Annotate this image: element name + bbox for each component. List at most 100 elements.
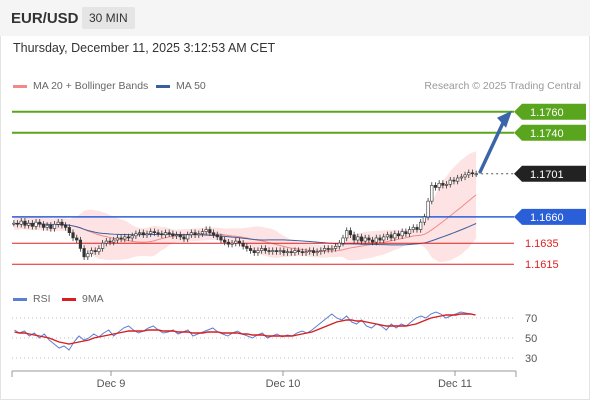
candle-body bbox=[322, 248, 327, 251]
candle-body bbox=[15, 222, 20, 225]
candle-body bbox=[34, 221, 38, 227]
ma20-line bbox=[13, 194, 477, 252]
candle-body bbox=[252, 250, 256, 253]
bollinger-band bbox=[13, 151, 477, 263]
level-tag-1.1660 bbox=[514, 208, 586, 225]
candle-body bbox=[370, 239, 375, 243]
candle-body bbox=[271, 250, 275, 252]
candle-body bbox=[174, 234, 179, 237]
candle-body bbox=[145, 233, 149, 236]
candle-body bbox=[393, 233, 397, 239]
legend-rsi-swatch bbox=[13, 297, 27, 301]
candle-body bbox=[341, 237, 345, 244]
candle-body bbox=[304, 251, 308, 253]
x-tick-label-1: Dec 10 bbox=[266, 378, 301, 390]
x-tick-label-0: Dec 9 bbox=[97, 378, 126, 390]
candle-body bbox=[396, 233, 401, 237]
candle-body bbox=[101, 242, 105, 249]
rsi-tick-50: 50 bbox=[525, 333, 537, 345]
candle-body bbox=[319, 250, 323, 252]
legend-ma50-label: MA 50 bbox=[176, 80, 206, 92]
rsi-tick-70: 70 bbox=[525, 313, 537, 325]
candle-body bbox=[23, 220, 27, 226]
candle-body bbox=[75, 237, 79, 241]
candle-body bbox=[193, 232, 197, 236]
timeframe-button[interactable]: 30 MIN bbox=[82, 7, 135, 29]
candle-body bbox=[352, 234, 356, 241]
candle-body bbox=[385, 234, 389, 238]
candle-body bbox=[278, 250, 282, 252]
candle-body bbox=[467, 172, 471, 176]
candle-body bbox=[97, 248, 101, 252]
candle-body bbox=[156, 232, 160, 235]
candle-body bbox=[245, 246, 249, 249]
candle-body bbox=[382, 236, 386, 241]
candle-body bbox=[356, 236, 360, 241]
candle-body bbox=[215, 234, 219, 238]
legend-rsi: RSI bbox=[13, 293, 51, 305]
candle-body bbox=[67, 227, 71, 233]
candle-body bbox=[104, 240, 108, 244]
candle-body bbox=[12, 222, 16, 225]
candle-body bbox=[89, 250, 94, 255]
candle-body bbox=[186, 234, 190, 240]
level-label-1.1660: 1.1660 bbox=[530, 212, 564, 224]
candle-body bbox=[112, 239, 116, 243]
candle-body bbox=[411, 227, 415, 230]
candle-body bbox=[260, 248, 264, 251]
legend-ma50-swatch bbox=[156, 84, 170, 88]
candle-body bbox=[211, 232, 216, 236]
candle-body bbox=[441, 182, 445, 186]
candle-body bbox=[400, 231, 404, 237]
candle-body bbox=[430, 185, 434, 202]
candle-body bbox=[223, 239, 227, 243]
candle-body bbox=[19, 220, 23, 225]
candle-body bbox=[448, 179, 452, 185]
candle-body bbox=[419, 221, 423, 230]
candle-body bbox=[263, 248, 267, 251]
candle-body bbox=[311, 250, 316, 253]
level-label-1.1740: 1.1740 bbox=[530, 128, 564, 140]
candle-body bbox=[56, 221, 60, 225]
candle-body bbox=[326, 248, 330, 250]
projection-arrow-head bbox=[497, 110, 512, 128]
candle-body bbox=[433, 185, 438, 188]
candle-body bbox=[141, 232, 145, 236]
level-label-1.1635: 1.1635 bbox=[525, 238, 559, 250]
candle-body bbox=[160, 233, 164, 236]
candle-body bbox=[171, 233, 175, 237]
candle-body bbox=[134, 233, 138, 237]
candle-body bbox=[437, 182, 441, 188]
candle-body bbox=[459, 176, 463, 179]
candle-body bbox=[41, 223, 46, 228]
candle-body bbox=[452, 179, 456, 182]
candle-body bbox=[297, 250, 301, 252]
candle-body bbox=[64, 225, 68, 228]
current-price-tag bbox=[514, 165, 586, 182]
candle-body bbox=[130, 235, 134, 239]
candle-body bbox=[374, 237, 378, 243]
candle-body bbox=[407, 229, 412, 235]
legend-rsi-label: RSI bbox=[33, 293, 51, 305]
candle-body bbox=[123, 236, 127, 240]
candle-body bbox=[82, 248, 86, 258]
candle-body bbox=[38, 221, 42, 225]
legend-9ma-label: 9MA bbox=[82, 293, 104, 305]
rsi-series-9ma bbox=[14, 313, 476, 345]
candle-body bbox=[463, 174, 467, 178]
candle-body bbox=[330, 248, 334, 250]
candle-body bbox=[27, 222, 31, 226]
candle-body bbox=[282, 250, 286, 253]
candle-body bbox=[378, 237, 382, 241]
candle-body bbox=[456, 177, 460, 182]
candle-body bbox=[315, 251, 319, 253]
candle-body bbox=[363, 237, 367, 242]
level-tag-1.1760 bbox=[514, 103, 586, 120]
candle-body bbox=[149, 231, 153, 235]
candle-body bbox=[289, 251, 293, 253]
candle-body bbox=[422, 216, 426, 223]
candle-body bbox=[415, 227, 419, 230]
candle-body bbox=[108, 240, 112, 243]
datetime-label: Thursday, December 11, 2025 3:12:53 AM C… bbox=[13, 41, 276, 55]
